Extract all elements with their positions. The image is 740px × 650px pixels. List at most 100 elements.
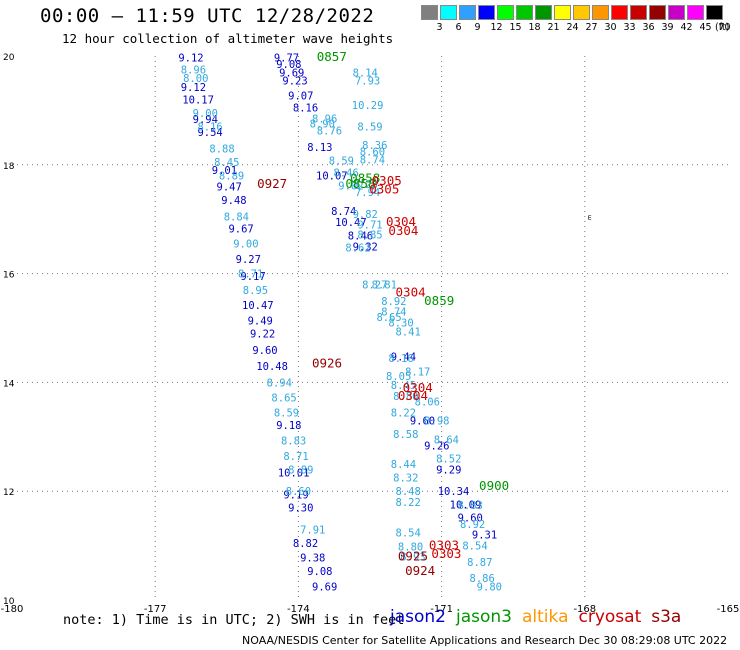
y-tick-label: 14 [3,379,15,389]
data-label-altika: 8.65 [376,312,401,324]
data-label-altika: 8.27 [362,279,387,291]
data-label-altika: 8.90 [310,118,335,130]
data-label-s3a: 0924 [405,563,435,578]
data-label-altika: 8.86 [470,573,495,585]
data-label-jason2: 9.60 [410,415,435,427]
colorbar-label: 39 [661,22,674,33]
data-label-altika: 8.46 [333,167,358,179]
data-label-altika: 9.82 [353,209,378,221]
data-label-altika: 8.65 [271,393,296,405]
colorbar-label: 6 [455,22,462,33]
data-label-jason3: 0858 [350,170,380,185]
data-label-altika: 8.59 [357,122,382,134]
footer-credit: NOAA/NESDIS Center for Satellite Applica… [242,634,728,647]
data-label-jason2: 9.94 [193,114,218,126]
legend-entry-jason2: jason2 [390,607,446,627]
data-label-altika: 8.52 [436,454,461,466]
data-label-jason2: 10.01 [278,468,310,480]
data-label-jason2: 9.60 [458,512,483,524]
chart-subtitle: 12 hour collection of altimeter wave hei… [62,31,394,46]
data-label-altika: 8.00 [183,73,208,85]
data-label-altika: 8.88 [209,143,234,155]
data-label-jason2: 9.44 [391,351,416,363]
data-label-altika: 8.71 [238,269,263,281]
data-label-jason2: 10.47 [335,217,367,229]
data-label-jason2: 10.47 [242,300,274,312]
data-label-altika: 8.60 [360,147,385,159]
data-label-jason2: 9.17 [240,271,265,283]
data-label-altika: 9.02 [338,180,363,192]
data-label-altika: 8.64 [434,435,459,447]
data-label-cryosat: 0304 [386,214,416,229]
data-label-jason2: 9.60 [252,345,277,357]
data-label-altika: 8.58 [393,429,418,441]
colorbar-swatch [687,5,704,20]
data-label-altika: 10.29 [352,100,384,112]
data-label-altika: 9.00 [233,239,258,251]
data-label-cryosat: 0304 [388,223,418,238]
data-label-jason2: 8.16 [293,103,318,115]
footer-note: note: 1) Time is in UTC; 2) SWH is in fe… [63,612,405,628]
data-label-altika: 8.92 [460,519,485,531]
data-label-altika: 8.95 [243,285,268,297]
data-label-altika: 8.94 [267,377,292,389]
colorbar-label: 33 [623,22,636,33]
y-tick-label: 16 [3,271,15,281]
data-label-altika: 8.96 [181,65,206,77]
legend-entry-s3a: s3a [651,607,682,627]
colorbar-unit: (ft) [715,22,730,33]
legend-entry-altika: altika [522,607,569,627]
data-label-jason2: 9.54 [197,127,222,139]
data-label-altika: 8.59 [274,407,299,419]
data-label-cryosat: 0305 [372,173,402,188]
data-label-altika: 9.71 [357,220,382,232]
data-label-altika: 8.85 [357,229,382,241]
colorbar-label: 27 [585,22,598,33]
data-label-altika: 8.71 [283,451,308,463]
data-label-altika: 8.59 [329,155,354,167]
data-label-s3a: 0927 [257,176,287,191]
x-tick-label: -177 [144,604,167,615]
data-label-altika: 8.80 [393,391,418,403]
colorbar-swatch [706,5,723,20]
colorbar-swatch [649,5,666,20]
colorbar-label: 3 [436,22,443,33]
data-label-altika: 8.06 [415,396,440,408]
y-tick-label: 12 [3,488,14,498]
data-label-s3a: 0925 [398,548,428,563]
colorbar-label: 18 [528,22,541,33]
data-label-altika: 8.36 [362,140,387,152]
data-label-altika: 8.41 [396,326,421,338]
y-tick-label: 20 [3,53,15,63]
data-label-altika: 8.89 [219,171,244,183]
data-label-altika: 8.84 [224,211,249,223]
data-label-jason2: 9.38 [300,553,325,565]
legend-entry-jason3: jason3 [456,607,512,627]
data-label-altika: 7.93 [355,75,380,87]
data-label-altika: 8.83 [281,436,306,448]
data-label-altika: 8.74 [360,154,385,166]
data-label-jason2: 9.08 [276,59,301,71]
island-marker: ᴱ [588,215,592,226]
colorbar-swatch [421,5,438,20]
data-label-altika: 8.17 [405,367,430,379]
colorbar-swatch [459,5,476,20]
data-label-altika: 8.30 [388,318,413,330]
colorbar-swatch [573,5,590,20]
data-label-altika: 8.89 [288,464,313,476]
colorbar-label: 9 [474,22,481,33]
y-tick-label: 18 [3,162,15,172]
data-label-jason2: 8.13 [307,142,332,154]
data-label-jason2: 9.29 [436,464,461,476]
data-label-jason2: 9.69 [312,581,337,593]
data-label-jason2: 9.08 [307,566,332,578]
data-label-cryosat: 0303 [431,546,461,561]
data-label-jason2: 10.09 [450,499,482,511]
colorbar-label: 15 [509,22,522,33]
data-label-altika: 9.80 [477,581,502,593]
colorbar-swatch [516,5,533,20]
data-label-altika: 8.96 [312,114,337,126]
data-label-jason2: 9.27 [236,254,261,266]
chart-title: 00:00 – 11:59 UTC 12/28/2022 [40,5,375,27]
